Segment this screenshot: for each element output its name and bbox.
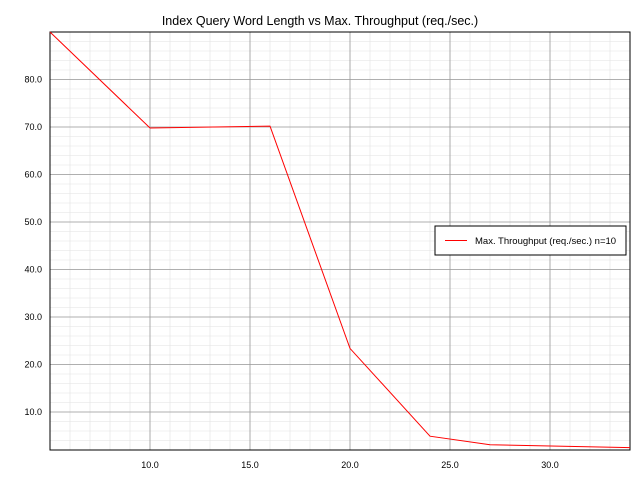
x-tick-label: 30.0	[541, 460, 559, 470]
x-tick-label: 15.0	[241, 460, 259, 470]
y-tick-label: 70.0	[24, 122, 42, 132]
y-tick-label: 80.0	[24, 75, 42, 85]
y-tick-label: 60.0	[24, 170, 42, 180]
y-axis: 10.0 20.0 30.0 40.0 50.0 60.0 70.0 80.0	[24, 75, 42, 418]
y-tick-label: 40.0	[24, 265, 42, 275]
y-tick-label: 20.0	[24, 360, 42, 370]
legend: Max. Throughput (req./sec.) n=10	[434, 225, 627, 256]
y-tick-label: 10.0	[24, 407, 42, 417]
plot-frame	[49, 31, 631, 451]
y-tick-label: 50.0	[24, 217, 42, 227]
x-axis: 10.0 15.0 20.0 25.0 30.0	[141, 460, 559, 470]
major-gridlines	[50, 32, 630, 450]
legend-label: Max. Throughput (req./sec.) n=10	[475, 236, 616, 247]
series-layer	[49, 31, 631, 449]
x-tick-label: 10.0	[141, 460, 159, 470]
x-tick-label: 25.0	[441, 460, 459, 470]
series-line	[49, 31, 631, 449]
y-tick-label: 30.0	[24, 312, 42, 322]
x-tick-label: 20.0	[341, 460, 359, 470]
chart-title: Index Query Word Length vs Max. Throughp…	[162, 14, 478, 28]
